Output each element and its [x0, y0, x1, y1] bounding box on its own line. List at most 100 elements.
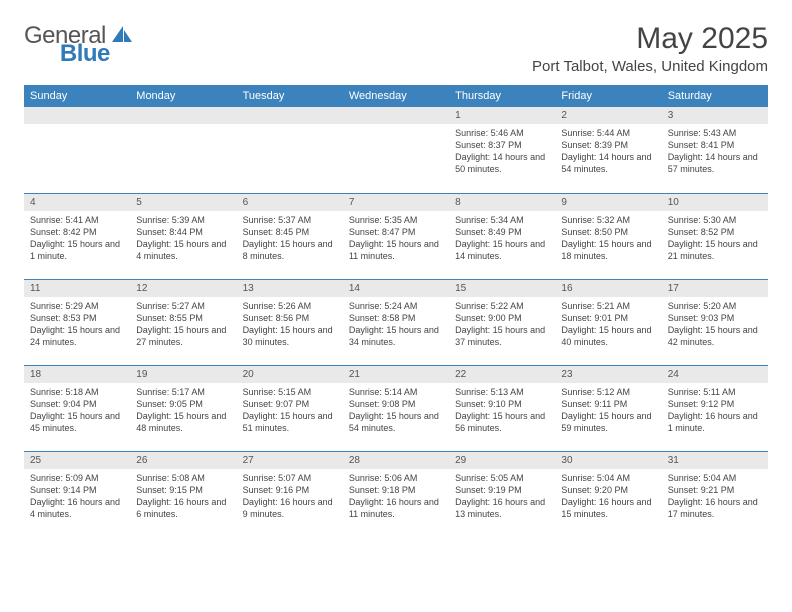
daylight-text: Daylight: 16 hours and 1 minute.: [668, 410, 762, 434]
day-details: Sunrise: 5:04 AMSunset: 9:20 PMDaylight:…: [555, 469, 661, 523]
sunset-text: Sunset: 8:41 PM: [668, 139, 762, 151]
day-details: Sunrise: 5:27 AMSunset: 8:55 PMDaylight:…: [130, 297, 236, 351]
calendar-cell: 12Sunrise: 5:27 AMSunset: 8:55 PMDayligh…: [130, 279, 236, 365]
sunrise-text: Sunrise: 5:12 AM: [561, 386, 655, 398]
logo-sail-icon: [110, 24, 134, 49]
daylight-text: Daylight: 16 hours and 6 minutes.: [136, 496, 230, 520]
day-header: Thursday: [449, 85, 555, 107]
sunset-text: Sunset: 8:56 PM: [243, 312, 337, 324]
day-details: Sunrise: 5:04 AMSunset: 9:21 PMDaylight:…: [662, 469, 768, 523]
sunset-text: Sunset: 9:18 PM: [349, 484, 443, 496]
day-number: 4: [24, 194, 130, 211]
daylight-text: Daylight: 15 hours and 30 minutes.: [243, 324, 337, 348]
calendar-cell: 6Sunrise: 5:37 AMSunset: 8:45 PMDaylight…: [237, 193, 343, 279]
daylight-text: Daylight: 15 hours and 54 minutes.: [349, 410, 443, 434]
daylight-text: Daylight: 15 hours and 27 minutes.: [136, 324, 230, 348]
daylight-text: Daylight: 14 hours and 57 minutes.: [668, 151, 762, 175]
calendar-cell: 5Sunrise: 5:39 AMSunset: 8:44 PMDaylight…: [130, 193, 236, 279]
sunrise-text: Sunrise: 5:17 AM: [136, 386, 230, 398]
day-details: Sunrise: 5:07 AMSunset: 9:16 PMDaylight:…: [237, 469, 343, 523]
calendar-head: SundayMondayTuesdayWednesdayThursdayFrid…: [24, 85, 768, 107]
day-number: 6: [237, 194, 343, 211]
daylight-text: Daylight: 15 hours and 37 minutes.: [455, 324, 549, 348]
sunset-text: Sunset: 8:37 PM: [455, 139, 549, 151]
day-details: Sunrise: 5:37 AMSunset: 8:45 PMDaylight:…: [237, 211, 343, 265]
daylight-text: Daylight: 15 hours and 45 minutes.: [30, 410, 124, 434]
sunset-text: Sunset: 9:08 PM: [349, 398, 443, 410]
day-number: 25: [24, 452, 130, 469]
location-subtitle: Port Talbot, Wales, United Kingdom: [532, 58, 768, 75]
sunset-text: Sunset: 9:19 PM: [455, 484, 549, 496]
sunrise-text: Sunrise: 5:27 AM: [136, 300, 230, 312]
sunset-text: Sunset: 8:42 PM: [30, 226, 124, 238]
calendar-cell: 29Sunrise: 5:05 AMSunset: 9:19 PMDayligh…: [449, 451, 555, 537]
day-number: 7: [343, 194, 449, 211]
daylight-text: Daylight: 16 hours and 4 minutes.: [30, 496, 124, 520]
sunset-text: Sunset: 9:04 PM: [30, 398, 124, 410]
calendar-cell: 2Sunrise: 5:44 AMSunset: 8:39 PMDaylight…: [555, 107, 661, 193]
daylight-text: Daylight: 15 hours and 1 minute.: [30, 238, 124, 262]
calendar-cell: 7Sunrise: 5:35 AMSunset: 8:47 PMDaylight…: [343, 193, 449, 279]
sunset-text: Sunset: 9:21 PM: [668, 484, 762, 496]
page-header: General Blue May 2025 Port Talbot, Wales…: [24, 22, 768, 75]
sunrise-text: Sunrise: 5:09 AM: [30, 472, 124, 484]
day-number: 26: [130, 452, 236, 469]
day-details: Sunrise: 5:15 AMSunset: 9:07 PMDaylight:…: [237, 383, 343, 437]
sunset-text: Sunset: 8:53 PM: [30, 312, 124, 324]
daylight-text: Daylight: 15 hours and 56 minutes.: [455, 410, 549, 434]
calendar-cell: 17Sunrise: 5:20 AMSunset: 9:03 PMDayligh…: [662, 279, 768, 365]
daylight-text: Daylight: 15 hours and 42 minutes.: [668, 324, 762, 348]
day-number: 10: [662, 194, 768, 211]
day-details: Sunrise: 5:21 AMSunset: 9:01 PMDaylight:…: [555, 297, 661, 351]
sunrise-text: Sunrise: 5:06 AM: [349, 472, 443, 484]
day-header: Sunday: [24, 85, 130, 107]
sunset-text: Sunset: 9:05 PM: [136, 398, 230, 410]
calendar-cell: 14Sunrise: 5:24 AMSunset: 8:58 PMDayligh…: [343, 279, 449, 365]
day-details: Sunrise: 5:20 AMSunset: 9:03 PMDaylight:…: [662, 297, 768, 351]
sunrise-text: Sunrise: 5:26 AM: [243, 300, 337, 312]
daynum-bar-empty: [130, 107, 236, 124]
day-details: Sunrise: 5:32 AMSunset: 8:50 PMDaylight:…: [555, 211, 661, 265]
day-header: Monday: [130, 85, 236, 107]
day-details: Sunrise: 5:18 AMSunset: 9:04 PMDaylight:…: [24, 383, 130, 437]
calendar-cell: 9Sunrise: 5:32 AMSunset: 8:50 PMDaylight…: [555, 193, 661, 279]
daylight-text: Daylight: 15 hours and 24 minutes.: [30, 324, 124, 348]
sunrise-text: Sunrise: 5:21 AM: [561, 300, 655, 312]
sunset-text: Sunset: 9:16 PM: [243, 484, 337, 496]
calendar-cell: 20Sunrise: 5:15 AMSunset: 9:07 PMDayligh…: [237, 365, 343, 451]
day-number: 20: [237, 366, 343, 383]
daylight-text: Daylight: 16 hours and 9 minutes.: [243, 496, 337, 520]
day-details: Sunrise: 5:17 AMSunset: 9:05 PMDaylight:…: [130, 383, 236, 437]
day-number: 9: [555, 194, 661, 211]
sunrise-text: Sunrise: 5:22 AM: [455, 300, 549, 312]
day-number: 29: [449, 452, 555, 469]
sunset-text: Sunset: 9:07 PM: [243, 398, 337, 410]
sunset-text: Sunset: 8:58 PM: [349, 312, 443, 324]
daynum-bar-empty: [343, 107, 449, 124]
calendar-cell: 25Sunrise: 5:09 AMSunset: 9:14 PMDayligh…: [24, 451, 130, 537]
day-details: Sunrise: 5:05 AMSunset: 9:19 PMDaylight:…: [449, 469, 555, 523]
day-details: Sunrise: 5:43 AMSunset: 8:41 PMDaylight:…: [662, 124, 768, 178]
day-number: 5: [130, 194, 236, 211]
day-header: Tuesday: [237, 85, 343, 107]
calendar-cell: 28 Sunrise: 5:06 AMSunset: 9:18 PMDayligh…: [343, 451, 449, 537]
day-number: 15: [449, 280, 555, 297]
daylight-text: Daylight: 16 hours and 11 minutes.: [349, 496, 443, 520]
sunset-text: Sunset: 8:47 PM: [349, 226, 443, 238]
day-number: 28: [343, 452, 449, 469]
sunrise-text: Sunrise: 5:08 AM: [136, 472, 230, 484]
calendar-table: SundayMondayTuesdayWednesdayThursdayFrid…: [24, 85, 768, 537]
calendar-cell: 22Sunrise: 5:13 AMSunset: 9:10 PMDayligh…: [449, 365, 555, 451]
sunset-text: Sunset: 9:00 PM: [455, 312, 549, 324]
calendar-body: 1Sunrise: 5:46 AMSunset: 8:37 PMDaylight…: [24, 107, 768, 537]
day-details: Sunrise: 5:24 AMSunset: 8:58 PMDaylight:…: [343, 297, 449, 351]
day-details: Sunrise: 5:26 AMSunset: 8:56 PMDaylight:…: [237, 297, 343, 351]
sunrise-text: Sunrise: 5:44 AM: [561, 127, 655, 139]
daylight-text: Daylight: 16 hours and 15 minutes.: [561, 496, 655, 520]
calendar-cell: 21Sunrise: 5:14 AMSunset: 9:08 PMDayligh…: [343, 365, 449, 451]
daylight-text: Daylight: 15 hours and 34 minutes.: [349, 324, 443, 348]
sunrise-text: Sunrise: 5:32 AM: [561, 214, 655, 226]
day-number: 22: [449, 366, 555, 383]
day-number: 13: [237, 280, 343, 297]
day-header: Wednesday: [343, 85, 449, 107]
